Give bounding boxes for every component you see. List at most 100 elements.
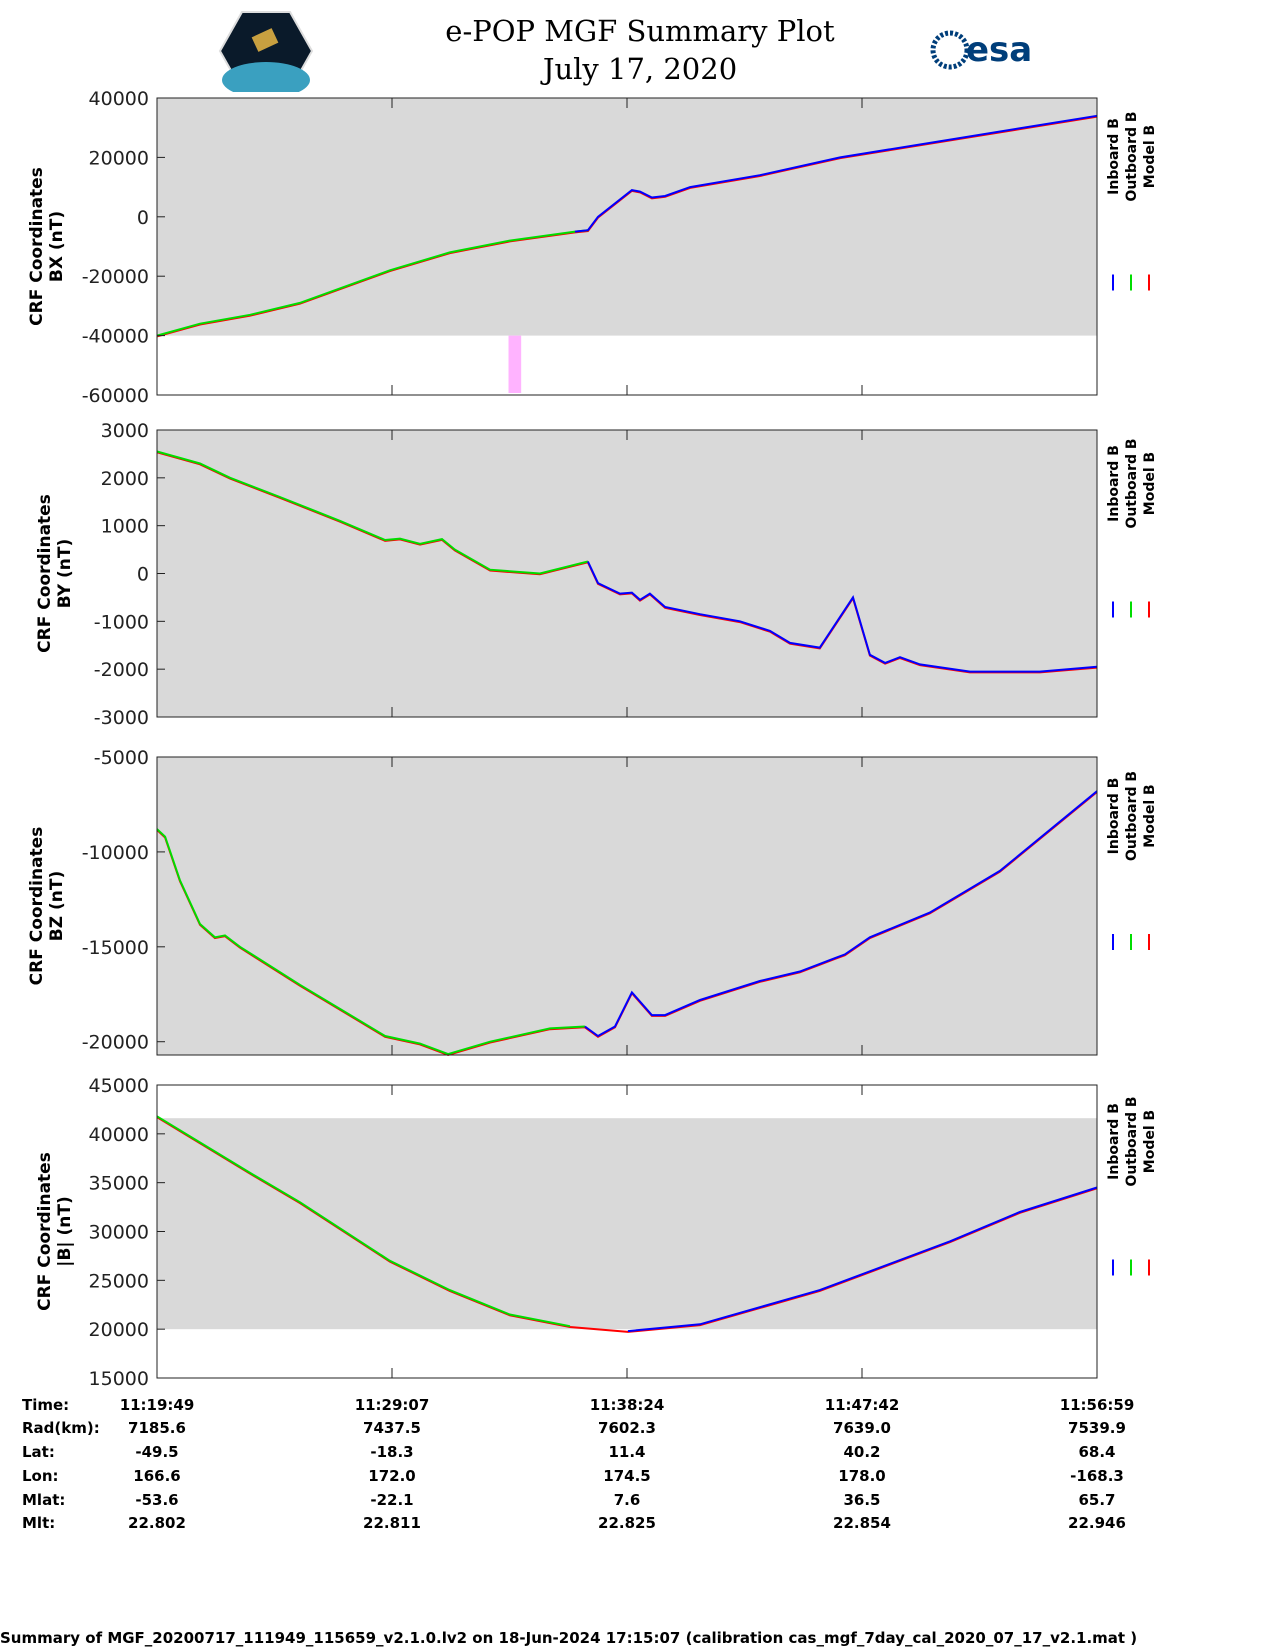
flag-marker (508, 335, 522, 393)
valid-data-region (157, 430, 1097, 717)
y-tick-label: 35000 (89, 1173, 149, 1195)
table-cell: 174.5 (603, 1467, 651, 1485)
panel-2: 3000 2000 1000 0 -1000 -2000 -3000 CRF Coordina… (35, 420, 1158, 729)
table-cell: 11:56:59 (1059, 1396, 1135, 1414)
table-cell: 40.2 (843, 1443, 881, 1461)
outboard-b-line (156, 828, 585, 1056)
panel-1: 40000 20000 0 -20000 -40000 -60000 CRF Coordin… (27, 88, 1158, 407)
y-axis-label: BX (nT) (47, 211, 67, 282)
legend-label: Outboard B (1124, 1096, 1140, 1186)
table-row-label: Rad(km): (22, 1419, 100, 1437)
table-cell: 11:38:24 (589, 1396, 665, 1414)
table-cell: 178.0 (838, 1467, 886, 1485)
table-cell: -22.1 (370, 1491, 414, 1509)
table-cell: 11.4 (608, 1443, 646, 1461)
table-cell: 22.802 (128, 1514, 186, 1532)
table-cell: 22.811 (363, 1514, 421, 1532)
table-cell: -168.3 (1070, 1467, 1124, 1485)
y-tick-label: 0 (137, 207, 149, 229)
table-cell: 172.0 (368, 1467, 416, 1485)
legend-label: Model B (1142, 125, 1158, 188)
y-tick-label: -5000 (94, 747, 149, 769)
table-cell: 7185.6 (128, 1419, 186, 1437)
y-tick-label: 20000 (89, 147, 149, 169)
table-row-label: Mlt: (22, 1514, 56, 1532)
esa-swirl-icon (930, 30, 970, 70)
table-row-label: Lat: (22, 1443, 55, 1461)
valid-data-region (157, 1118, 1097, 1330)
table-cell: 166.6 (133, 1467, 181, 1485)
esa-logo: esa (930, 30, 1032, 70)
table-cell: 11:19:49 (119, 1396, 195, 1414)
table-cell: 11:29:07 (354, 1396, 430, 1414)
y-tick-label: 30000 (89, 1222, 149, 1244)
table-cell: 7639.0 (833, 1419, 891, 1437)
plot-date: July 17, 2020 (542, 52, 738, 86)
legend-label: Inboard B (1106, 118, 1122, 195)
table-cell: 36.5 (843, 1491, 881, 1509)
y-tick-label: 40000 (89, 1124, 149, 1146)
inboard-b-line (627, 1186, 1098, 1333)
table-cell: 22.946 (1068, 1514, 1126, 1532)
y-tick-label: -40000 (82, 326, 149, 348)
y-tick-label: 0 (137, 564, 149, 586)
y-tick-label: -2000 (94, 659, 149, 681)
outboard-b-line (156, 450, 589, 575)
y-tick-label: -20000 (82, 266, 149, 288)
table-cell: 68.4 (1078, 1443, 1116, 1461)
footer-summary: Summary of MGF_20200717_111949_115659_v2… (0, 1629, 1138, 1647)
y-axis-label: CRF Coordinates (35, 494, 55, 653)
legend-label: Model B (1142, 784, 1158, 847)
legend-label: Outboard B (1124, 771, 1140, 861)
y-axis-label: CRF Coordinates (35, 1152, 55, 1311)
table-row-label: Lon: (22, 1467, 59, 1485)
y-tick-label: -10000 (82, 842, 149, 864)
table-row-label: Time: (22, 1396, 70, 1414)
y-axis-label: |B| (nT) (55, 1196, 75, 1267)
outboard-b-line (156, 229, 589, 337)
outboard-b-line (156, 1115, 571, 1328)
y-tick-label: -60000 (82, 385, 149, 407)
y-axis-label: BY (nT) (55, 539, 75, 609)
plot-title: e-POP MGF Summary Plot (445, 14, 835, 48)
legend-label: Inboard B (1106, 445, 1122, 522)
table-cell: 22.825 (598, 1514, 656, 1532)
legend-label: Inboard B (1106, 778, 1122, 855)
y-tick-label: 15000 (89, 1368, 149, 1390)
cassiope-logo (218, 11, 314, 92)
panel-4: 45000 40000 35000 30000 25000 20000 15000 CRF C… (35, 1075, 1158, 1390)
legend-label: Model B (1142, 1110, 1158, 1173)
table-cell: 7.6 (613, 1491, 641, 1509)
y-tick-label: 20000 (89, 1319, 149, 1341)
y-tick-label: -20000 (82, 1032, 149, 1054)
inboard-b-line (574, 114, 1098, 233)
y-axis-label: CRF Coordinates (27, 167, 47, 326)
table-cell: -49.5 (135, 1443, 179, 1461)
valid-data-region (157, 757, 1097, 1055)
y-tick-label: -1000 (94, 611, 149, 633)
y-tick-label: -3000 (94, 707, 149, 729)
y-axis-label: BZ (nT) (47, 871, 67, 941)
valid-data-region (157, 98, 1097, 336)
legend-label: Model B (1142, 452, 1158, 515)
legend-label: Outboard B (1124, 111, 1140, 201)
y-tick-label: 2000 (101, 468, 149, 490)
table-cell: 65.7 (1078, 1491, 1116, 1509)
table-cell: -53.6 (135, 1491, 179, 1509)
y-tick-label: 40000 (89, 88, 149, 110)
inboard-b-line (586, 561, 1098, 673)
table-cell: 7539.9 (1068, 1419, 1126, 1437)
y-tick-label: 25000 (89, 1270, 149, 1292)
legend-label: Outboard B (1124, 438, 1140, 528)
table-cell: 7602.3 (598, 1419, 656, 1437)
y-tick-label: 3000 (101, 420, 149, 442)
table-cell: 7437.5 (363, 1419, 421, 1437)
y-tick-label: -15000 (82, 937, 149, 959)
inboard-b-line (584, 790, 1098, 1038)
y-tick-label: 1000 (101, 516, 149, 538)
panel-3: -5000 -10000 -15000 -20000 CRF Coordinates BZ… (27, 747, 1158, 1056)
table-row-label: Mlat: (22, 1491, 66, 1509)
y-axis-label: CRF Coordinates (27, 827, 47, 986)
